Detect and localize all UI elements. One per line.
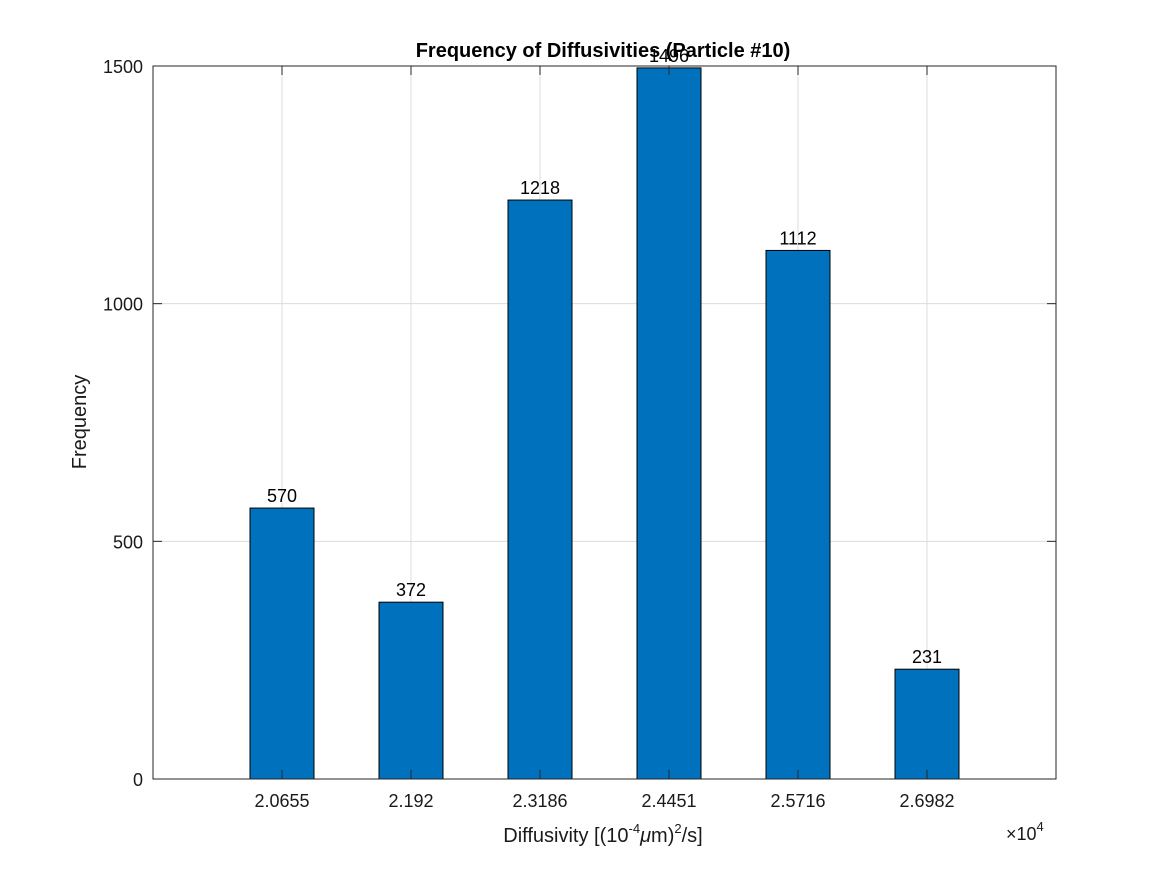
x-tick-label: 2.192	[388, 791, 433, 811]
x-multiplier-exp: 4	[1037, 819, 1044, 834]
y-tick-label: 0	[133, 770, 143, 790]
bar	[636, 67, 702, 780]
bar	[249, 507, 315, 780]
bar	[378, 601, 444, 780]
bars	[249, 67, 960, 780]
bar	[507, 199, 573, 780]
axes-frame	[152, 65, 1057, 780]
bar	[765, 249, 831, 780]
x-axis-label-sq: 2	[674, 821, 681, 836]
x-axis-label-mu: μ	[639, 825, 651, 847]
x-multiplier-base: 10	[1017, 824, 1037, 844]
x-multiplier-times: ×	[1006, 824, 1017, 844]
x-axis-multiplier: ×104	[1006, 819, 1044, 844]
data-label: 231	[912, 647, 942, 667]
y-tick-label: 500	[113, 532, 143, 552]
data-label: 1112	[779, 228, 816, 248]
data-label: 570	[267, 486, 297, 506]
x-axis-label-suffix: /s]	[682, 825, 703, 847]
x-tick-label: 2.4451	[641, 791, 696, 811]
data-label: 1496	[649, 46, 689, 66]
y-axis-label: Frequency	[69, 375, 91, 470]
x-axis-label-exp: -4	[629, 821, 641, 836]
x-axis-label: Diffusivity [(10-4μm)2/s]	[503, 821, 702, 847]
x-axis-label-middle: m)	[651, 825, 674, 847]
x-tick-label: 2.3186	[512, 791, 567, 811]
ticks: 2.0655 2.192 2.3186 2.4451 2.5716 2.6982 0 500 1…	[103, 57, 1056, 811]
bar	[894, 668, 960, 780]
x-tick-label: 2.5716	[770, 791, 825, 811]
x-tick-label: 2.0655	[254, 791, 309, 811]
y-tick-label: 1500	[103, 57, 143, 77]
data-labels: 570 372 1218 1496 1112 231	[267, 46, 942, 667]
data-label: 372	[396, 580, 426, 600]
y-tick-label: 1000	[103, 295, 143, 315]
data-label: 1218	[520, 178, 560, 198]
chart-title: Frequency of Diffusivities (Particle #10…	[416, 40, 791, 62]
x-axis-label-prefix: Diffusivity [(10	[503, 825, 628, 847]
x-tick-label: 2.6982	[899, 791, 954, 811]
